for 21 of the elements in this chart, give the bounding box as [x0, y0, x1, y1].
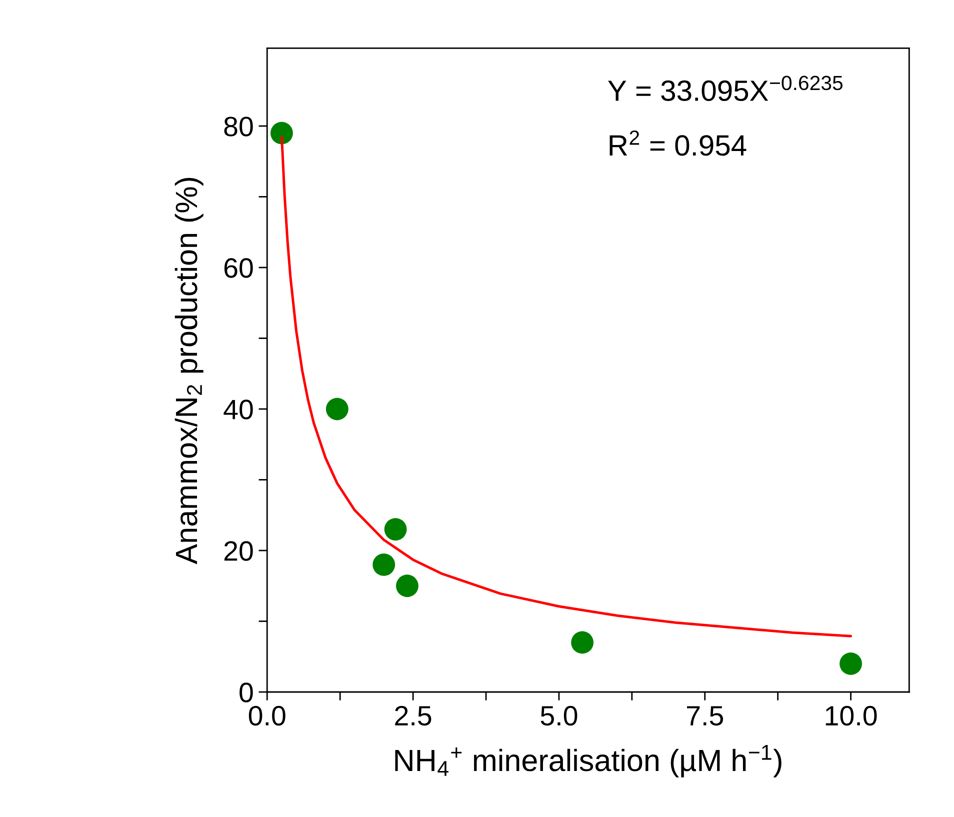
- x-tick-label: 5.0: [540, 706, 578, 726]
- x-tick-label: 2.5: [395, 706, 432, 726]
- point: [571, 631, 594, 654]
- point: [270, 122, 293, 144]
- x-tick-label: 7.5: [686, 706, 724, 726]
- point: [840, 652, 862, 675]
- y-tick-label: 20: [224, 541, 253, 561]
- x-tick-label: 10.0: [826, 706, 877, 726]
- annotation: Y = 33.095X$^{−0.6235}$: [608, 76, 843, 102]
- point: [384, 518, 407, 540]
- annotation: R$^{2}$ = 0.954: [610, 130, 746, 156]
- point: [396, 574, 418, 598]
- point: [326, 398, 348, 420]
- x-axis-title: NH$_{4}$$^{+}$ mineralisation (µM h$^{−1}$): [395, 744, 782, 778]
- x-tick-label: 0.0: [248, 706, 286, 726]
- y-tick-label: 0: [240, 682, 253, 702]
- y-tick-label: 40: [224, 400, 253, 420]
- y-tick-label: 60: [224, 258, 253, 278]
- y-tick-label: 80: [224, 116, 253, 136]
- y-axis-title: Anammox/N$_{2}$ production (%): [174, 178, 204, 564]
- point: [372, 553, 396, 576]
